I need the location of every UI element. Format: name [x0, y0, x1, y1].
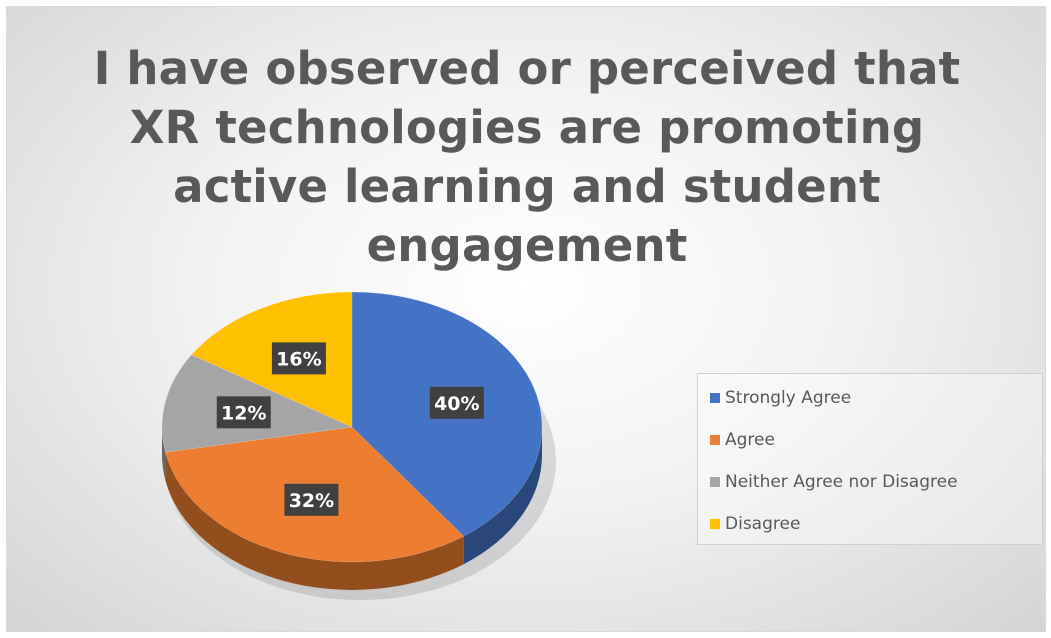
pie-chart: 40% 32% 12% 16%: [161, 291, 556, 600]
chart-title-line-3: active learning and student: [173, 160, 881, 213]
legend-swatch: [710, 435, 720, 445]
data-label-box: [284, 483, 339, 516]
legend-label: Disagree: [725, 514, 801, 534]
legend-label: Strongly Agree: [725, 388, 852, 408]
legend-swatch: [710, 519, 720, 529]
pie-side-agree: [165, 452, 464, 591]
chart-title-line-2: XR technologies are promoting: [129, 101, 925, 154]
legend-item-disagree: Disagree: [710, 514, 800, 534]
pie-side-neither-agree-nor-disagree: [162, 427, 166, 481]
data-label-box: [271, 342, 326, 375]
legend-item-strongly-agree: Strongly Agree: [710, 388, 851, 408]
pie-side-strongly-agree: [463, 427, 543, 565]
data-label: 12%: [221, 402, 266, 424]
pie-slice-disagree: [191, 291, 353, 428]
legend-item-agree: Agree: [710, 430, 775, 450]
data-label: 32%: [289, 490, 334, 512]
legend: Strongly Agree Agree Neither Agree nor D…: [697, 373, 1043, 545]
chart-title-line-1: I have observed or perceived that: [93, 42, 961, 95]
legend-label: Agree: [725, 430, 775, 450]
data-label: 40%: [434, 393, 479, 415]
legend-swatch: [710, 393, 720, 403]
data-label: 16%: [276, 348, 321, 370]
legend-item-neither: Neither Agree nor Disagree: [710, 472, 958, 492]
chart-title: I have observed or perceived that XR tec…: [7, 39, 1047, 275]
legend-label: Neither Agree nor Disagree: [725, 472, 958, 492]
chart-title-line-4: engagement: [366, 219, 688, 272]
data-label-box: [216, 396, 271, 429]
legend-swatch: [710, 477, 720, 487]
data-label-box: [429, 386, 484, 419]
chart-area: I have observed or perceived that XR tec…: [6, 6, 1046, 632]
